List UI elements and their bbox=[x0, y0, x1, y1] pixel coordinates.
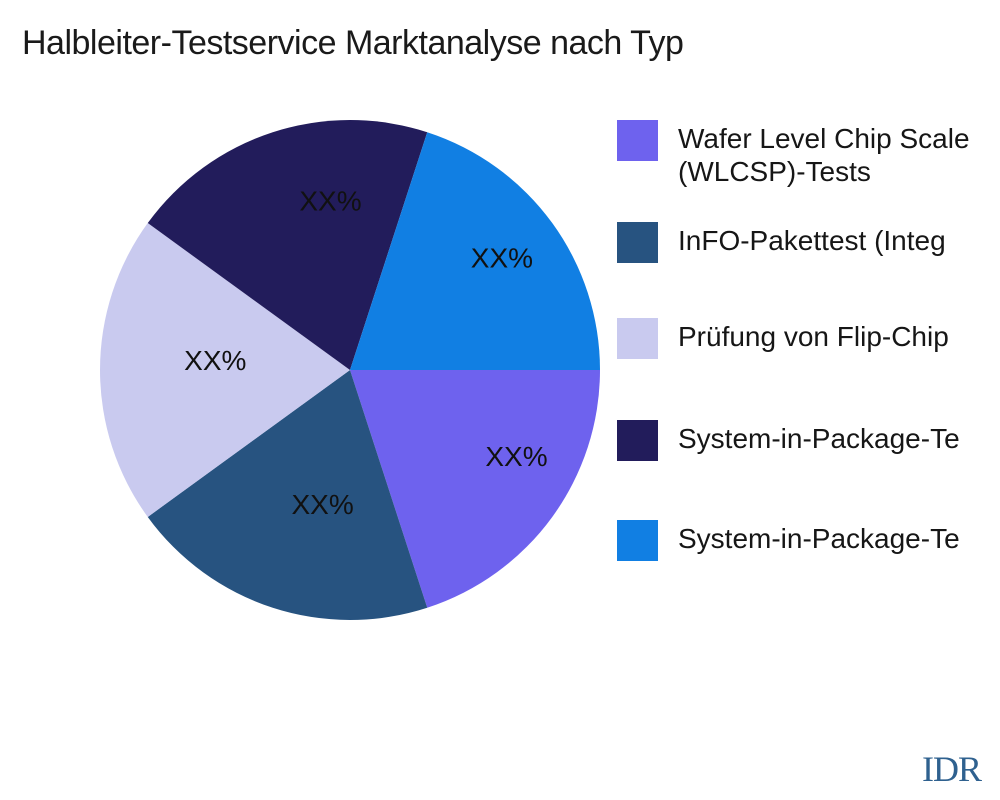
slice-percent-label: XX% bbox=[184, 345, 246, 376]
legend-swatch-sip-2 bbox=[617, 520, 658, 561]
legend-label-sip-2: System-in-Package-Te bbox=[678, 520, 960, 555]
legend-label-line: Prüfung von Flip-Chip bbox=[678, 321, 949, 352]
pie-slice-3 bbox=[147, 120, 428, 371]
slice-percent-label: XX% bbox=[299, 186, 361, 217]
pie-slice-0 bbox=[350, 370, 600, 608]
slice-percent-label: XX% bbox=[291, 489, 353, 520]
legend-label-line: Wafer Level Chip Scale bbox=[678, 123, 970, 154]
legend-label-info: InFO-Pakettest (Integ bbox=[678, 222, 946, 257]
legend: Wafer Level Chip Scale (WLCSP)-Tests InFO… bbox=[617, 120, 1000, 590]
pie-slice-1 bbox=[147, 370, 428, 620]
pie-chart: XX% XX% XX% XX% XX% bbox=[100, 120, 600, 620]
legend-label-line: (WLCSP)-Tests bbox=[678, 156, 871, 187]
legend-label-flipchip: Prüfung von Flip-Chip bbox=[678, 318, 949, 353]
legend-item-flipchip: Prüfung von Flip-Chip bbox=[617, 318, 949, 359]
legend-item-sip-2: System-in-Package-Te bbox=[617, 520, 960, 561]
chart-title: Halbleiter-Testservice Marktanalyse nach… bbox=[22, 24, 684, 62]
watermark-idr: IDR bbox=[922, 749, 982, 789]
slice-percent-label: XX% bbox=[485, 441, 547, 472]
slice-percent-label: XX% bbox=[471, 243, 533, 274]
legend-label-line: System-in-Package-Te bbox=[678, 423, 960, 454]
pie-slice-4 bbox=[350, 132, 600, 370]
legend-label-sip-1: System-in-Package-Te bbox=[678, 420, 960, 455]
legend-label-line: InFO-Pakettest (Integ bbox=[678, 225, 946, 256]
pie-slice-2 bbox=[100, 223, 351, 517]
legend-item-wlcsp: Wafer Level Chip Scale (WLCSP)-Tests bbox=[617, 120, 970, 188]
legend-swatch-flipchip bbox=[617, 318, 658, 359]
legend-item-info: InFO-Pakettest (Integ bbox=[617, 222, 946, 263]
legend-swatch-wlcsp bbox=[617, 120, 658, 161]
legend-label-line: System-in-Package-Te bbox=[678, 523, 960, 554]
legend-label-wlcsp: Wafer Level Chip Scale (WLCSP)-Tests bbox=[678, 120, 970, 188]
legend-swatch-sip-1 bbox=[617, 420, 658, 461]
legend-item-sip-1: System-in-Package-Te bbox=[617, 420, 960, 461]
legend-swatch-info bbox=[617, 222, 658, 263]
